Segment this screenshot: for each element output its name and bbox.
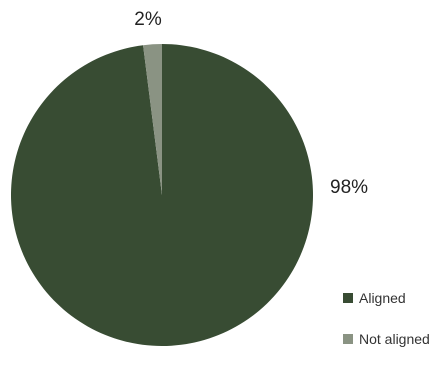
data-label-aligned: 98% (330, 177, 368, 198)
legend-swatch-aligned (343, 293, 353, 303)
legend-swatch-not-aligned (343, 334, 353, 344)
legend-item-not-aligned: Not aligned (343, 329, 439, 349)
pie-chart-svg: 98% 2% (11, 9, 368, 346)
pie-slice-not-aligned (143, 44, 162, 195)
data-label-not-aligned: 2% (134, 9, 162, 30)
legend-label-aligned: Aligned (359, 290, 406, 306)
legend-label-not-aligned: Not aligned (359, 331, 430, 347)
pie-slice-aligned (11, 44, 314, 346)
pie-slices (11, 44, 314, 346)
legend-item-aligned: Aligned (343, 288, 439, 308)
chart-legend: Aligned Not aligned (343, 288, 439, 370)
pie-data-labels: 98% 2% (134, 9, 368, 198)
